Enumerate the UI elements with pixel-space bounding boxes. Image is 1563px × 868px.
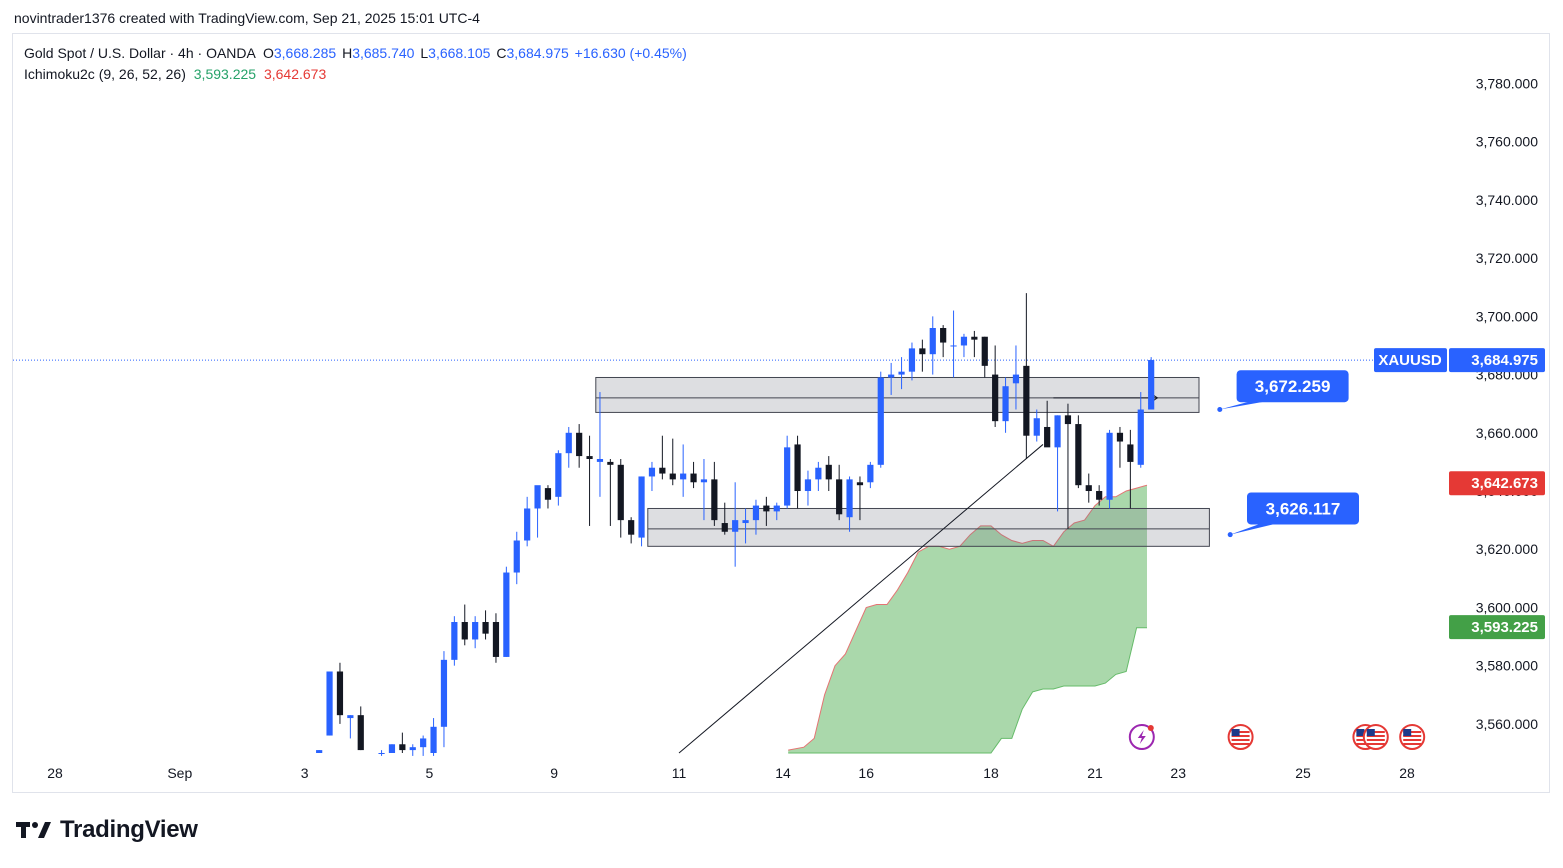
close-label: C (496, 45, 507, 61)
indicator-legend: Ichimoku2c (9, 26, 52, 26) 3,593.225 3,6… (24, 66, 326, 82)
low-label: L (420, 45, 429, 61)
indicator-value-lead-b: 3,593.225 (193, 66, 257, 82)
indicator-value-lead-a: 3,642.673 (263, 66, 327, 82)
symbol-description: Gold Spot / U.S. Dollar · 4h · OANDA (24, 45, 256, 61)
change-value: +16.630 (+0.45%) (574, 45, 687, 61)
high-value: 3,685.740 (352, 45, 415, 61)
open-value: 3,668.285 (273, 45, 337, 61)
symbol-legend: Gold Spot / U.S. Dollar · 4h · OANDA O3,… (24, 45, 687, 61)
low-value: 3,668.105 (428, 45, 491, 61)
tradingview-logo: TradingView (16, 816, 198, 844)
chart-frame (12, 33, 1550, 793)
high-label: H (342, 45, 353, 61)
indicator-name: Ichimoku2c (9, 26, 52, 26) (24, 66, 186, 82)
tradingview-logo-icon (16, 822, 51, 838)
open-label: O (262, 45, 274, 61)
tradingview-wordmark: TradingView (60, 816, 198, 843)
close-value: 3,684.975 (506, 45, 569, 61)
chart-attribution: novintrader1376 created with TradingView… (14, 10, 480, 26)
